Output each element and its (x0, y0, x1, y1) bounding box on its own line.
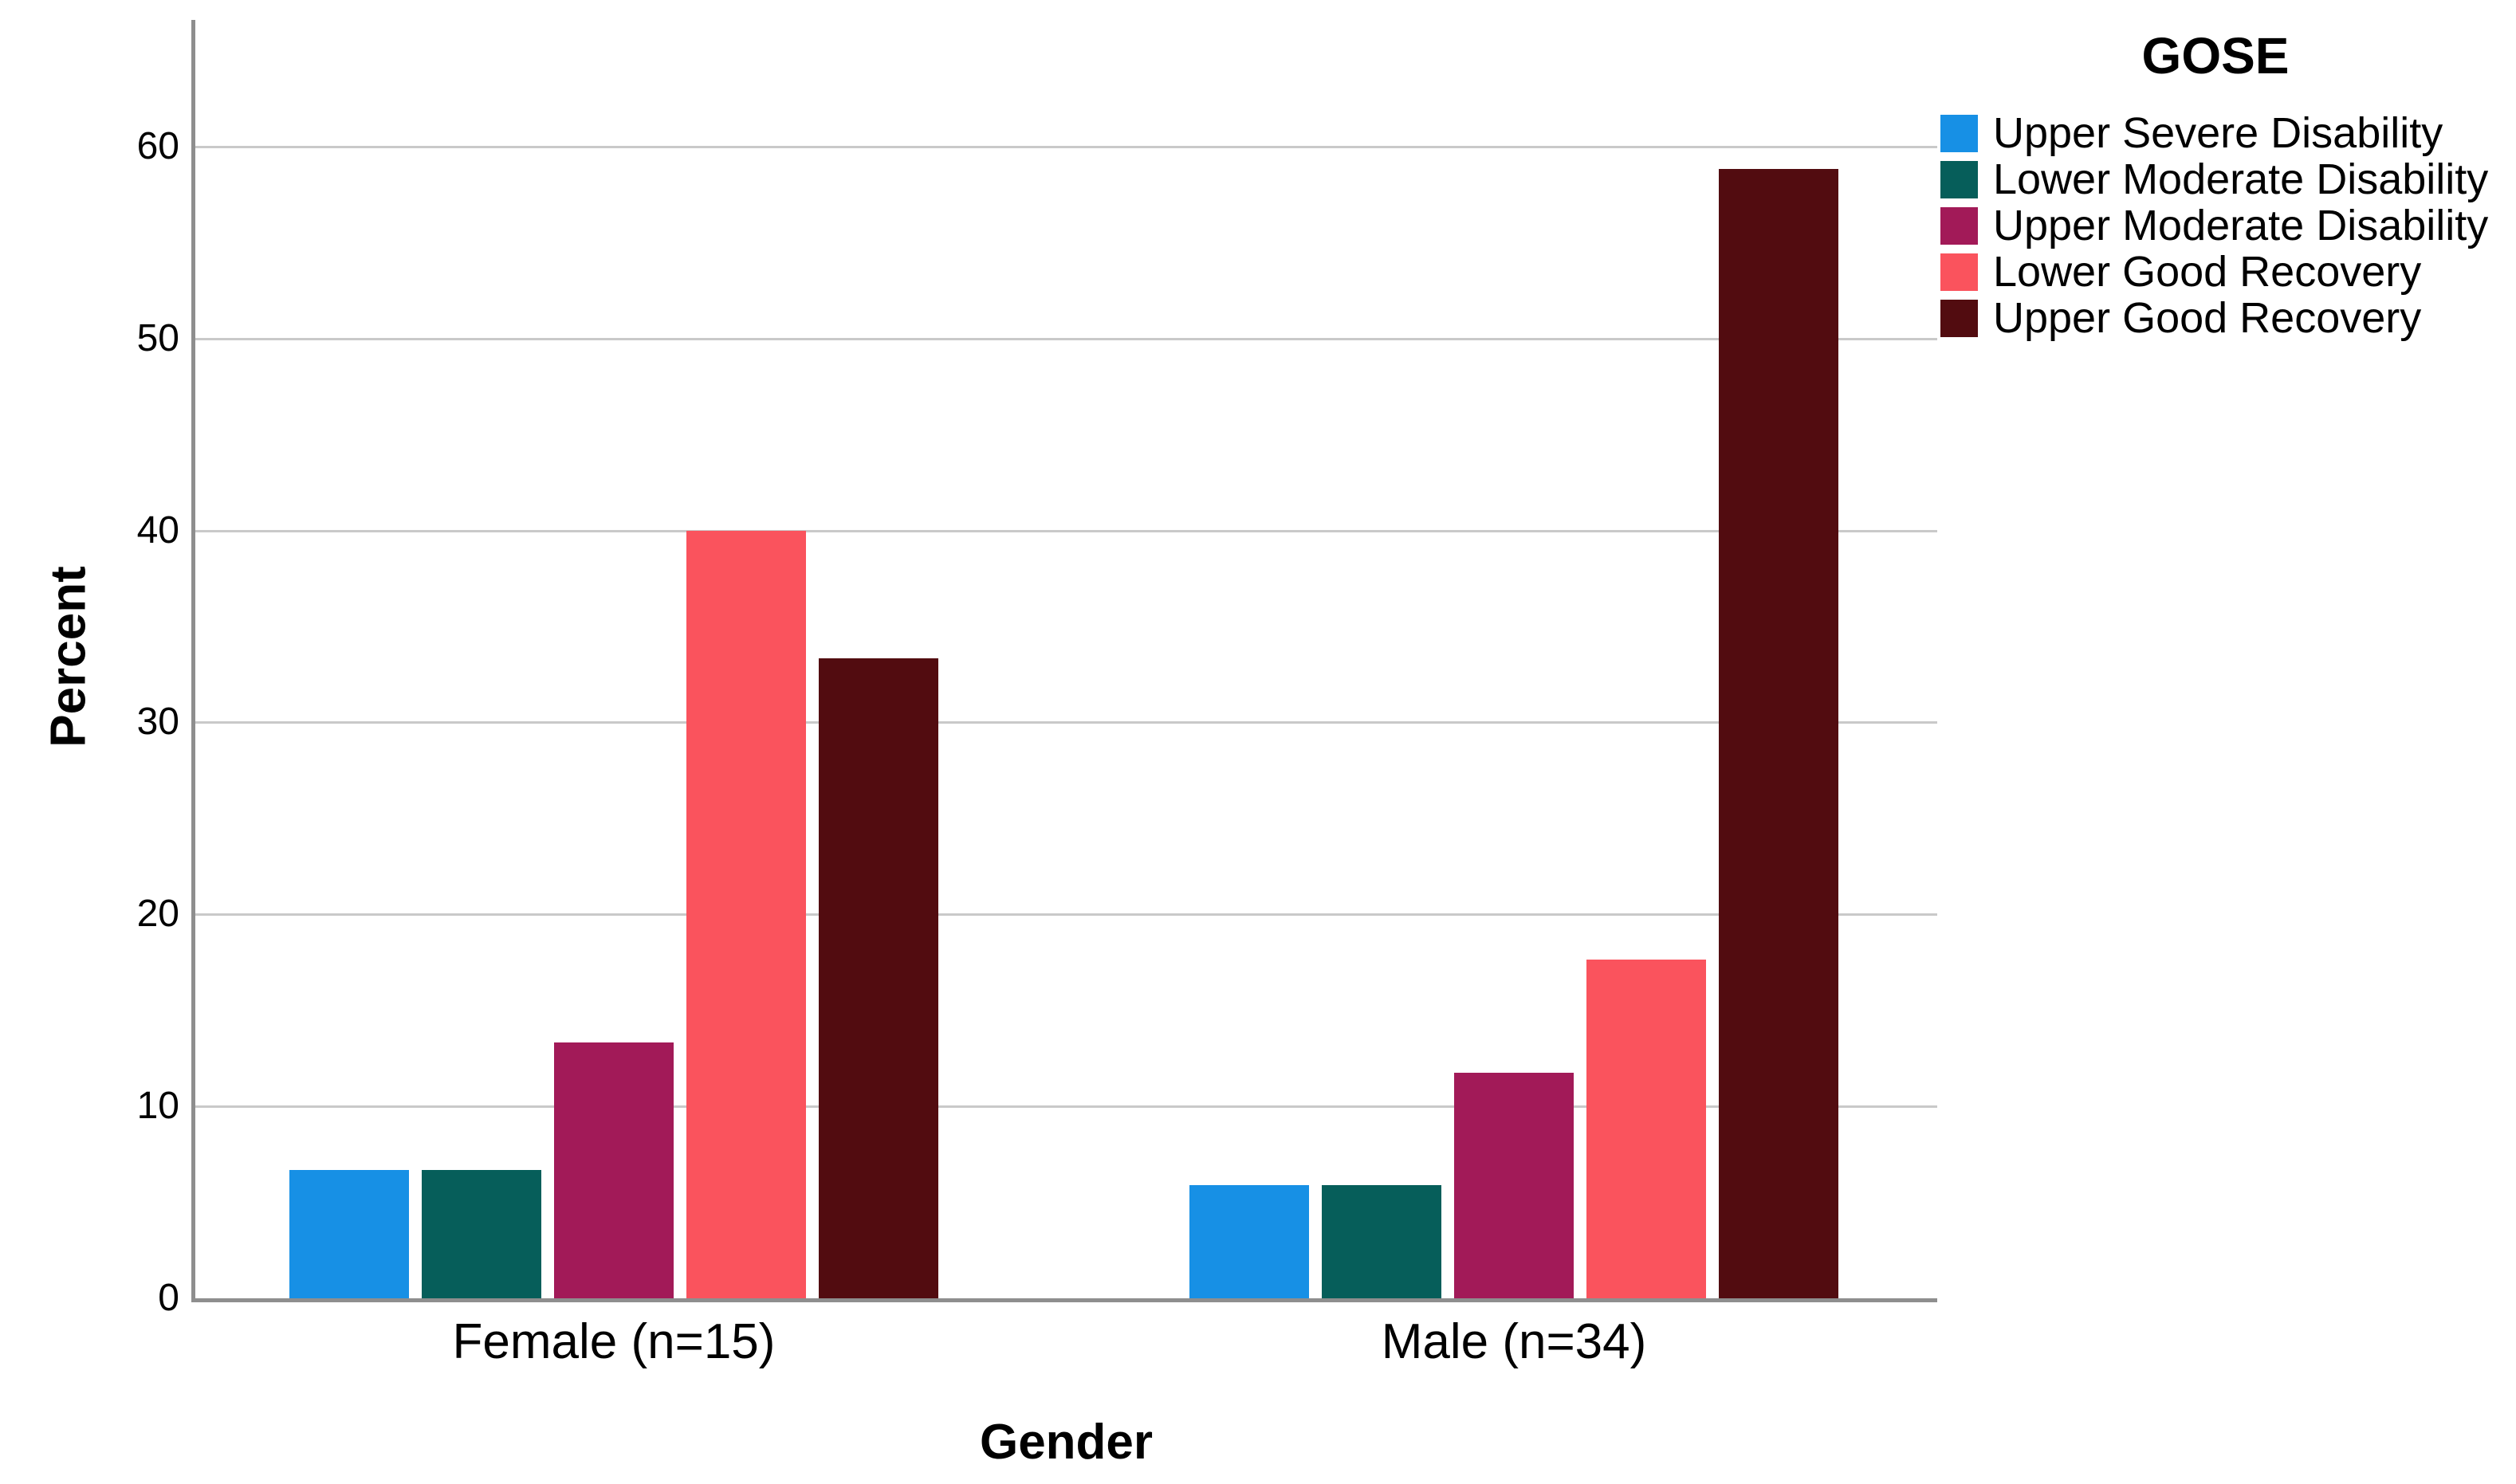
x-category-label-female: Female (n=15) (452, 1314, 776, 1369)
bar-upper-moderate-disability (1454, 1072, 1574, 1298)
x-axis-title: Gender (979, 1415, 1154, 1470)
gridline-30 (195, 721, 1937, 724)
y-tick-label-10: 10 (136, 1085, 179, 1128)
bar-upper-severe-disability (289, 1170, 409, 1298)
y-tick-label-60: 60 (136, 124, 179, 167)
gridline-60 (195, 145, 1937, 148)
bar-group-male (1189, 20, 1838, 1298)
bar-upper-good-recovery (1719, 169, 1838, 1298)
x-category-label-male: Male (n=34) (1381, 1314, 1647, 1369)
legend-item-upper-moderate-disability: Upper Moderate Disability (1940, 202, 2516, 249)
legend-item-upper-good-recovery: Upper Good Recovery (1940, 295, 2516, 341)
legend: GOSE Upper Severe Disability Lower Modera… (1940, 30, 2516, 341)
bar-upper-good-recovery (819, 658, 938, 1298)
legend-title: GOSE (2141, 27, 2290, 84)
legend-label: Lower Good Recovery (1993, 248, 2422, 296)
legend-label: Lower Moderate Disability (1993, 155, 2489, 203)
bar-lower-good-recovery (686, 530, 806, 1298)
x-axis-line (191, 1298, 1937, 1302)
bar-lower-moderate-disability (422, 1170, 541, 1298)
legend-item-lower-moderate-disability: Lower Moderate Disability (1940, 156, 2516, 202)
gridline-50 (195, 337, 1937, 340)
y-tick-label-0: 0 (158, 1277, 179, 1319)
legend-swatch-icon (1940, 160, 1978, 198)
y-tick-label-40: 40 (136, 508, 179, 552)
gridline-10 (195, 1105, 1937, 1109)
legend-swatch-icon (1940, 114, 1978, 152)
bar-upper-severe-disability (1189, 1185, 1309, 1298)
legend-label: Upper Good Recovery (1993, 294, 2422, 342)
bar-upper-moderate-disability (554, 1042, 674, 1298)
bar-group-female (289, 20, 938, 1298)
legend-label: Upper Moderate Disability (1993, 202, 2489, 249)
y-tick-label-20: 20 (136, 893, 179, 936)
legend-items: Upper Severe Disability Lower Moderate Di… (1940, 110, 2516, 341)
bar-lower-moderate-disability (1322, 1185, 1441, 1298)
plot-area (195, 20, 1937, 1298)
legend-label: Upper Severe Disability (1993, 109, 2443, 157)
gridline-20 (195, 913, 1937, 917)
y-axis-line (191, 20, 195, 1302)
y-tick-label-50: 50 (136, 316, 179, 359)
legend-item-lower-good-recovery: Lower Good Recovery (1940, 249, 2516, 295)
legend-swatch-icon (1940, 299, 1978, 337)
bar-lower-good-recovery (1586, 959, 1706, 1298)
gridline-40 (195, 529, 1937, 532)
y-tick-label-30: 30 (136, 701, 179, 744)
legend-swatch-icon (1940, 206, 1978, 245)
legend-swatch-icon (1940, 253, 1978, 291)
legend-item-upper-severe-disability: Upper Severe Disability (1940, 110, 2516, 156)
